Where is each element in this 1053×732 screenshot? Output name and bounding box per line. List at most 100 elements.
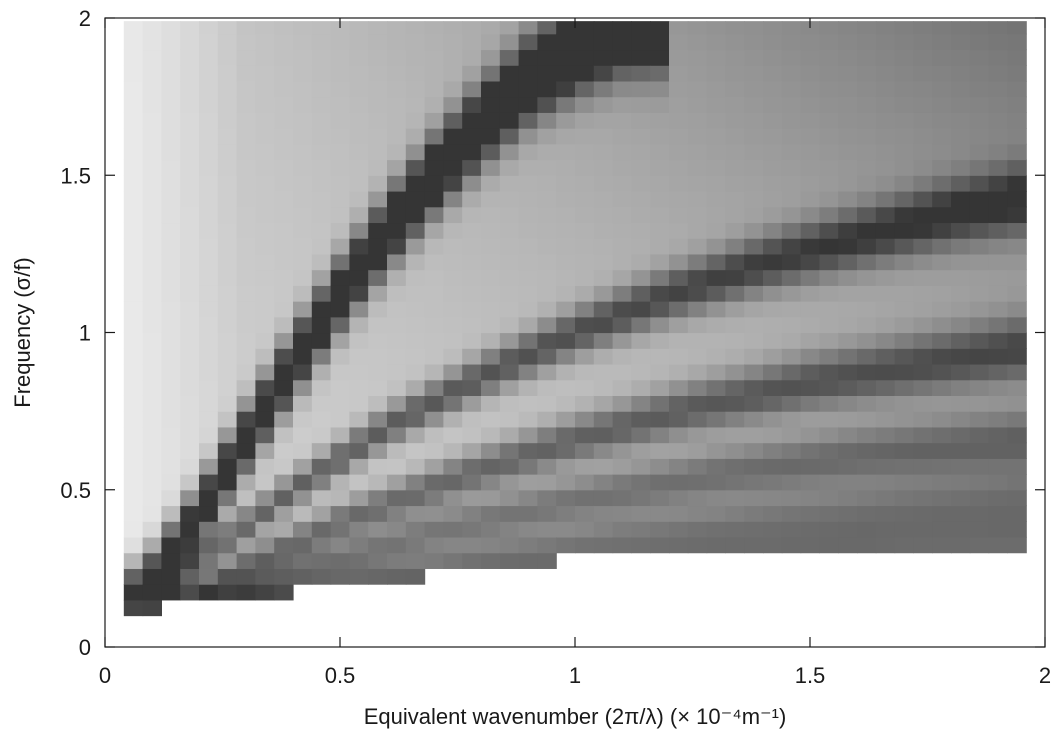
heatmap-cell [387,379,407,396]
heatmap-cell [349,348,369,365]
heatmap-cell [932,190,952,208]
heatmap-cell [199,536,219,554]
heatmap-cell [462,411,482,428]
x-tick-label: 1 [569,663,581,688]
heatmap-cell [537,33,557,51]
heatmap-cell [180,316,200,334]
heatmap-cell [199,568,219,585]
heatmap-cell [293,363,313,381]
heatmap-cell [142,599,162,617]
heatmap-cell [593,33,614,51]
heatmap-cell [725,175,745,192]
heatmap-cell [687,411,708,428]
heatmap-cell [368,348,388,365]
heatmap-cell [274,458,294,475]
heatmap-cell [349,33,369,51]
heatmap-cell [443,332,463,349]
heatmap-cell [744,96,764,113]
heatmap-cell [443,552,463,569]
heatmap-cell [913,49,933,66]
heatmap-cell [481,379,501,396]
heatmap-cell [499,238,520,255]
heatmap-cell [612,395,632,412]
heatmap-cell [838,442,858,459]
heatmap-cell [368,238,388,255]
heatmap-cell [199,269,219,286]
heatmap-cell [932,96,952,113]
heatmap-cell [142,505,162,522]
heatmap-cell [161,552,181,569]
heatmap-cell [293,521,313,538]
heatmap-cell [800,222,820,239]
heatmap-cell [819,285,839,302]
heatmap-cell [443,411,463,428]
heatmap-cell [123,33,144,51]
heatmap-cell [217,238,238,255]
heatmap-cell [631,489,651,507]
heatmap-cell [255,332,275,349]
heatmap-cell [161,521,181,538]
heatmap-cell [556,489,576,507]
heatmap-cell [819,536,839,554]
heatmap-cell [650,190,670,208]
heatmap-cell [481,80,501,98]
heatmap-cell [631,316,651,334]
heatmap-cell [462,442,482,459]
heatmap-cell [462,128,482,145]
heatmap-cell [650,521,670,538]
heatmap-cell [894,159,914,176]
heatmap-cell [763,363,783,381]
heatmap-cell [311,363,332,381]
heatmap-cell [180,458,200,475]
heatmap-cell [988,505,1008,522]
heatmap-cell [781,442,802,459]
heatmap-cell [725,33,745,51]
heatmap-cell [988,363,1008,381]
heatmap-cell [612,285,632,302]
heatmap-cell [725,159,745,176]
heatmap-cell [951,112,971,129]
heatmap-cell [969,128,990,145]
heatmap-cell [687,65,708,82]
heatmap-cell [123,238,144,255]
heatmap-cell [123,474,144,491]
heatmap-cell [424,253,444,271]
heatmap-cell [236,379,256,396]
heatmap-cell [819,332,839,349]
heatmap-cell [349,363,369,381]
heatmap-cell [293,190,313,208]
heatmap-cell [706,80,726,98]
heatmap-cell [894,316,914,334]
heatmap-cell [180,474,200,491]
heatmap-cell [349,505,369,522]
heatmap-cell [612,65,632,82]
heatmap-cell [481,175,501,192]
heatmap-cell [932,49,952,66]
heatmap-cell [481,269,501,286]
heatmap-cell [800,379,820,396]
heatmap-cell [744,536,764,554]
heatmap-cell [875,348,896,365]
heatmap-cell [800,238,820,255]
heatmap-cell [706,458,726,475]
heatmap-cell [969,536,990,554]
heatmap-cell [706,489,726,507]
heatmap-cell [180,143,200,161]
heatmap-cell [518,175,538,192]
heatmap-cell [349,96,369,113]
heatmap-cell [744,33,764,51]
heatmap-cell [1007,332,1027,349]
heatmap-cell [838,222,858,239]
heatmap-cell [988,269,1008,286]
heatmap-cell [800,426,820,444]
heatmap-cell [857,536,877,554]
heatmap-cell [161,442,181,459]
heatmap-cell [556,190,576,208]
heatmap-cell [744,301,764,318]
heatmap-cell [650,442,670,459]
heatmap-cell [819,379,839,396]
heatmap-cell [123,521,144,538]
heatmap-cell [518,316,538,334]
heatmap-cell [481,238,501,255]
heatmap-cell [556,458,576,475]
